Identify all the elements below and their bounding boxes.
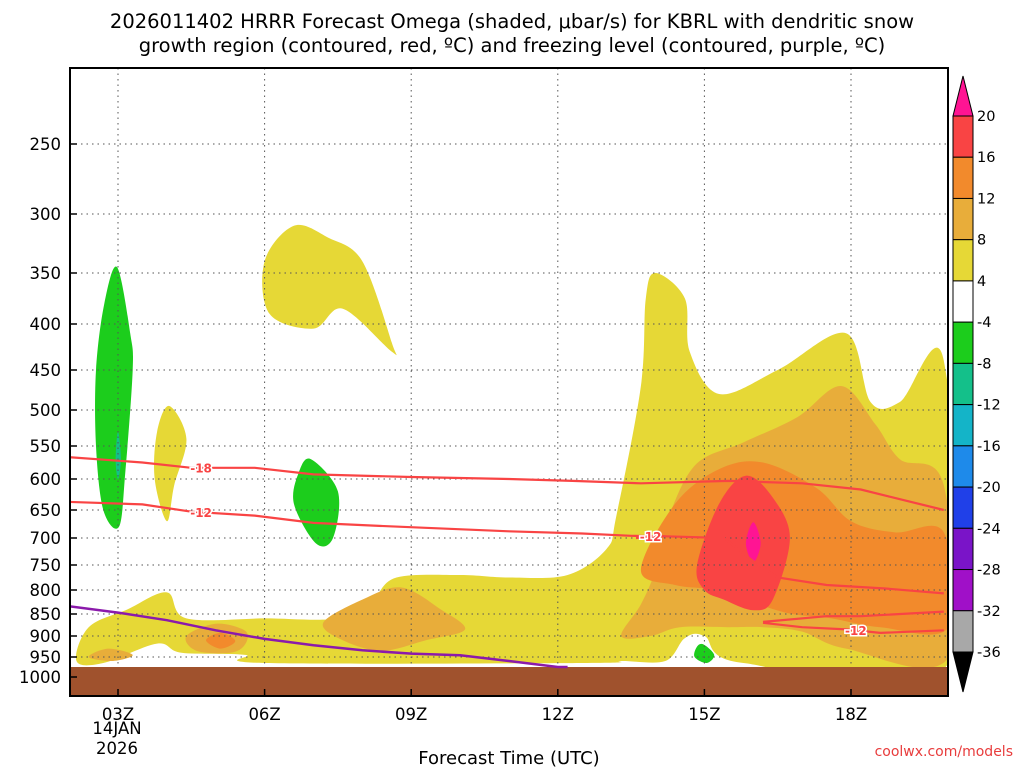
x-tick-label-12Z: 12Z	[542, 705, 574, 724]
colorbar-label-28: -28	[977, 563, 1001, 579]
y-tick-label-600: 600	[30, 470, 62, 489]
y-tick-label-800: 800	[30, 581, 62, 600]
x-tick-label-03Z: 03Z	[102, 705, 134, 724]
colorbar-label-12: -12	[977, 398, 1001, 414]
dgz-contour-12-3	[762, 621, 944, 635]
x-tick-label-18Z: 18Z	[835, 705, 867, 724]
y-tick-label-700: 700	[30, 529, 62, 548]
colorbar-label-12: 12	[977, 191, 995, 207]
y-tick-label-500: 500	[30, 401, 62, 420]
colorbar-swatch-12-to-8	[952, 197, 974, 241]
colorbar-label-32: -32	[977, 604, 1001, 620]
x-tick-label-09Z: 09Z	[395, 705, 427, 724]
dgz-contour-12-4	[762, 610, 944, 623]
x-axis-label: Forecast Time (UTC)	[418, 748, 599, 768]
dgz-contour-label: -12	[190, 506, 212, 520]
colorbar-swatch-16-to-20	[952, 445, 974, 488]
y-tick-label-900: 900	[30, 627, 62, 646]
y-tick-label-250: 250	[30, 135, 62, 154]
y-tick-label-750: 750	[30, 556, 62, 575]
colorbar-label-8: 8	[977, 233, 986, 249]
y-tick-label-1000: 1000	[19, 668, 61, 687]
dgz-contour-12-1	[70, 500, 944, 595]
colorbar-top-triangle	[952, 75, 974, 117]
y-tick-label-950: 950	[30, 648, 62, 667]
x-tick-label-15Z: 15Z	[688, 705, 720, 724]
freezing-level-contour	[70, 605, 568, 669]
y-tick-label-350: 350	[30, 264, 62, 283]
y-tick-label-650: 650	[30, 501, 62, 520]
dgz-contour-18-0	[70, 456, 945, 512]
plot-area: -18 -12 -12 -12	[70, 68, 948, 696]
colorbar-swatch-20-to-16	[952, 115, 974, 158]
dgz-contour-label: -18	[190, 461, 212, 475]
colorbar-label-16: 16	[977, 150, 995, 166]
x-axis-date-day: 14JAN	[92, 719, 141, 738]
colorbar-swatch-24-to-28	[952, 527, 974, 571]
contour-layer: -18 -12 -12 -12	[70, 456, 945, 669]
colorbar-label-16: -16	[977, 439, 1001, 455]
dgz-contour-label: -12	[845, 624, 867, 638]
omega-region-6-4-to-8	[154, 405, 187, 522]
y-axis: 250 300 350 400 450 500 550 600 650 700 750 800 850 9…	[19, 135, 77, 687]
colorbar-swatch-20-to-24	[952, 486, 974, 529]
omega-region-0-8-to-4	[95, 266, 134, 529]
colorbar-label-8: -8	[977, 356, 991, 372]
plot-frame	[69, 67, 949, 697]
colorbar-label-24: -24	[977, 521, 1001, 537]
omega-region-2-8-to-4	[694, 643, 715, 664]
colorbar-swatch-8-to-12	[952, 362, 974, 406]
colorbar-label-20: -20	[977, 480, 1001, 496]
colorbar-swatch-4-to-8	[952, 321, 974, 364]
colorbar-swatch-16-to-12	[952, 156, 974, 199]
y-tick-label-550: 550	[30, 437, 62, 456]
dgz-contour-12-2	[635, 535, 666, 540]
colorbar-label-4: -4	[977, 315, 991, 331]
x-axis-date-year: 2026	[96, 739, 138, 758]
omega-region-13-16-to-20	[696, 475, 790, 611]
colorbar-bottom-triangle	[952, 651, 974, 693]
omega-region-10-8-to-12	[322, 587, 466, 651]
chart-title-line-1: 2026011402 HRRR Forecast Omega (shaded, …	[110, 10, 914, 33]
omega-region-14-20	[745, 522, 761, 563]
y-tick-label-300: 300	[30, 205, 62, 224]
x-axis: 03Z 06Z 09Z 12Z 15Z 18Z	[102, 689, 867, 724]
colorbar-swatch-4-to-4	[952, 280, 974, 323]
chart-title-line-2: growth region (contoured, red, ºC) and f…	[139, 34, 886, 57]
omega-region-8-8-to-12	[88, 648, 133, 662]
ground-below-surface	[70, 667, 948, 696]
colorbar-swatch-12-to-16	[952, 404, 974, 447]
omega-region-11-12-to-16	[640, 461, 948, 635]
x-tick-label-06Z: 06Z	[248, 705, 280, 724]
omega-region-3-12-to-8	[115, 431, 121, 479]
y-tick-label-400: 400	[30, 315, 62, 334]
dgz-contour-label: -12	[640, 530, 662, 544]
omega-shading-layer	[75, 224, 948, 687]
colorbar-swatch-32-to-36	[952, 610, 974, 653]
colorbar-label-20: 20	[977, 109, 995, 125]
omega-region-12-12-to-16	[206, 632, 236, 649]
colorbar-swatch-28-to-32	[952, 569, 974, 612]
y-tick-label-450: 450	[30, 361, 62, 380]
colorbar-label-36: -36	[977, 645, 1001, 661]
colorbar-swatch-8-to-4	[952, 239, 974, 282]
colorbar: 20 16 12 8 4 -4 -8 -12 -16 -20 -24 -28 -32 -36	[952, 75, 1001, 693]
colorbar-label-4: 4	[977, 274, 986, 290]
y-tick-label-850: 850	[30, 605, 62, 624]
credit-link[interactable]: coolwx.com/models	[875, 744, 1013, 760]
omega-region-5-4-to-8	[262, 224, 397, 356]
